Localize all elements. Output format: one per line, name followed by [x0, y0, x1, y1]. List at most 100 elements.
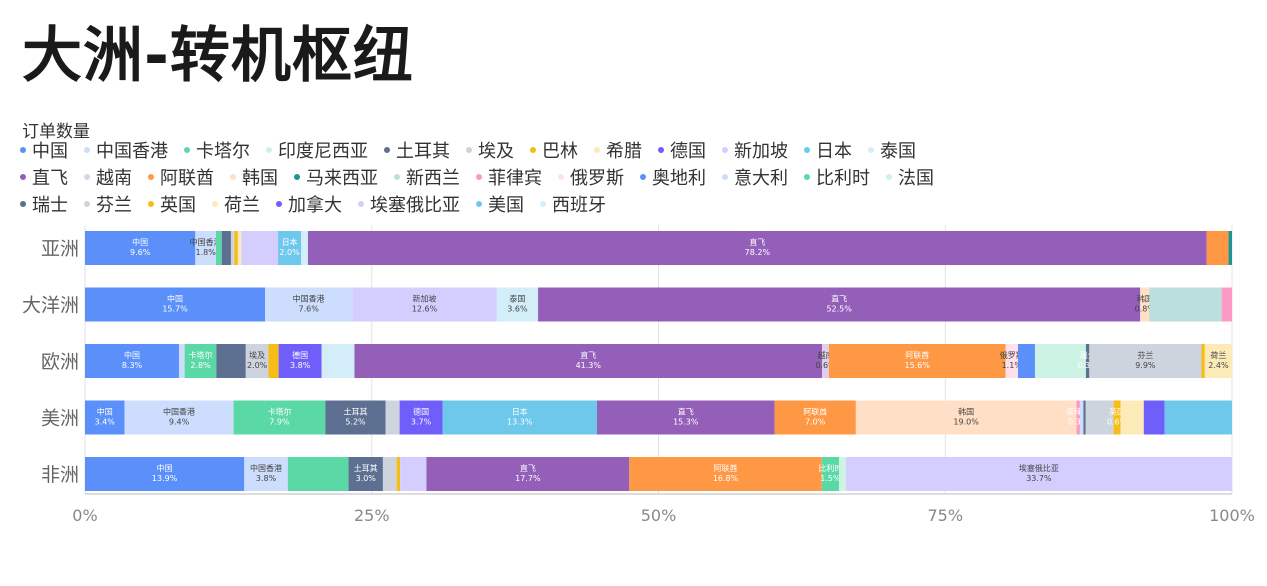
bar-segment	[1140, 287, 1150, 322]
bar-segment	[216, 344, 246, 378]
legend-item[interactable]: 西班牙	[540, 191, 606, 217]
segment-name-label: 直飞	[749, 237, 765, 247]
bar-segment	[1085, 400, 1114, 435]
legend-label: 英国	[160, 194, 196, 216]
x-tick-label: 50%	[641, 506, 677, 525]
legend-label: 埃塞俄比亚	[370, 194, 460, 216]
legend-item[interactable]: 越南	[84, 164, 132, 190]
legend-item[interactable]: 意大利	[722, 164, 788, 190]
bar-segment	[1034, 344, 1086, 378]
segment-value-label: 1.1%	[1002, 361, 1023, 370]
legend-marker	[868, 146, 874, 153]
legend-item[interactable]: 德国	[658, 137, 706, 163]
bar-segment	[241, 231, 279, 265]
bar-segment	[325, 400, 386, 435]
legend-item[interactable]: 瑞士	[20, 191, 68, 217]
legend-marker	[722, 146, 728, 153]
legend-item[interactable]: 埃塞俄比亚	[358, 191, 460, 217]
segment-name-label: 俄罗斯	[1000, 350, 1024, 360]
legend-item[interactable]: 俄罗斯	[558, 164, 624, 190]
bar-segment	[382, 457, 397, 491]
segment-name-label: 阿联酋	[905, 350, 929, 360]
legend-item[interactable]: 新西兰	[394, 164, 460, 190]
legend-item[interactable]: 泰国	[868, 137, 916, 163]
legend-label: 希腊	[606, 140, 642, 162]
bar-segment	[245, 344, 269, 378]
legend-item[interactable]: 比利时	[804, 164, 870, 190]
legend-item[interactable]: 加拿大	[276, 191, 342, 217]
segment-value-label: 3.4%	[95, 418, 116, 427]
bar-segment	[195, 231, 217, 265]
bar-segment	[85, 287, 266, 322]
segment-name-label: 英国	[1109, 407, 1125, 417]
segment-name-label: 越南	[818, 350, 834, 360]
segment-value-label: 0.8%	[1135, 305, 1156, 314]
bar-segment	[1206, 231, 1229, 265]
segment-name-label: 日本	[282, 237, 298, 247]
bar-segment	[1017, 344, 1035, 378]
segment-value-label: 2.0%	[247, 361, 268, 370]
segment-value-label: 13.3%	[507, 418, 533, 427]
segment-value-label: 15.7%	[162, 305, 188, 314]
bar-segment	[399, 400, 443, 435]
legend-label: 中国香港	[96, 140, 168, 162]
bar-segment	[85, 231, 196, 265]
segment-name-label: 埃塞俄比亚	[1019, 463, 1059, 473]
legend-label: 意大利	[734, 167, 788, 189]
segment-name-label: 芬兰	[1137, 350, 1153, 360]
legend-item[interactable]: 芬兰	[84, 191, 132, 217]
legend-item[interactable]: 印度尼西亚	[266, 137, 368, 163]
segment-value-label: 8.3%	[122, 361, 143, 370]
bar-segment	[400, 457, 427, 491]
segment-name-label: 中国	[132, 237, 148, 247]
legend-item[interactable]: 希腊	[594, 137, 642, 163]
segment-value-label: 2.8%	[190, 361, 211, 370]
bar-segment	[184, 344, 217, 378]
legend-item[interactable]: 美国	[476, 191, 524, 217]
segment-value-label: 0.3%	[1077, 361, 1098, 370]
bar-segment	[265, 287, 353, 322]
legend-item[interactable]: 巴林	[530, 137, 578, 163]
category-label: 亚洲	[41, 238, 79, 260]
legend-marker	[20, 146, 26, 153]
legend-item[interactable]: 卡塔尔	[184, 137, 250, 163]
bar-segment	[1201, 344, 1205, 378]
legend-item[interactable]: 荷兰	[212, 191, 260, 217]
legend-item[interactable]: 新加坡	[722, 137, 788, 163]
bar-segment	[348, 457, 383, 491]
legend-item[interactable]: 菲律宾	[476, 164, 542, 190]
legend-label: 法国	[898, 167, 934, 189]
segment-name-label: 阿联酋	[803, 407, 827, 417]
legend-item[interactable]: 日本	[804, 137, 852, 163]
bar-segment	[1120, 400, 1144, 435]
legend-label: 越南	[96, 167, 132, 189]
segment-value-label: 9.6%	[130, 248, 151, 257]
legend-item[interactable]: 埃及	[466, 137, 514, 163]
segment-name-label: 卡塔尔	[188, 350, 212, 360]
bar-segment	[396, 457, 401, 491]
segment-name-label: 直飞	[520, 463, 536, 473]
legend-item[interactable]: 法国	[886, 164, 934, 190]
legend-item[interactable]: 中国香港	[84, 137, 168, 163]
legend-item[interactable]: 奥地利	[640, 164, 706, 190]
segment-value-label: 19.0%	[953, 418, 979, 427]
segment-name-label: 直飞	[678, 407, 694, 417]
segment-value-label: 9.9%	[1135, 361, 1156, 370]
legend-item[interactable]: 土耳其	[384, 137, 450, 163]
legend-item[interactable]: 阿联酋	[148, 164, 214, 190]
legend-item[interactable]: 马来西亚	[294, 164, 378, 190]
legend-item[interactable]: 中国	[20, 137, 68, 163]
segment-name-label: 比利时	[818, 463, 842, 473]
bar-segment	[774, 400, 856, 435]
legend-item[interactable]: 直飞	[20, 164, 68, 190]
legend-row: 直飞 越南 阿联酋 韩国 马来西亚 新西兰 菲律宾 俄罗斯 奥地利 意大利 比利时 法国	[20, 163, 1255, 190]
segment-value-label: 16.8%	[713, 474, 739, 483]
legend-label: 美国	[488, 194, 524, 216]
legend-item[interactable]: 韩国	[230, 164, 278, 190]
segment-value-label: 9.4%	[169, 418, 190, 427]
legend-marker	[230, 173, 236, 180]
bar-segment	[442, 400, 597, 435]
bar-segment	[1164, 400, 1232, 435]
legend-item[interactable]: 英国	[148, 191, 196, 217]
legend-marker	[640, 173, 646, 180]
